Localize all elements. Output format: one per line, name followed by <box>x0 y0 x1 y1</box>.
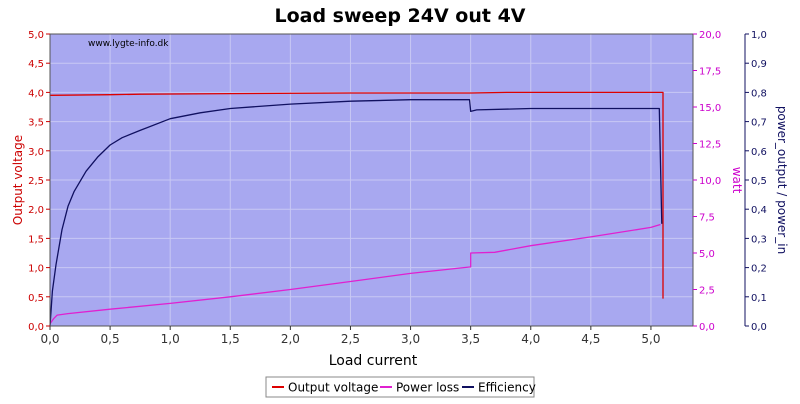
y-right1-tick-label: 7,5 <box>699 213 715 224</box>
y-right2-tick-label: 0,2 <box>751 264 767 275</box>
y-left-tick-label: 4,5 <box>28 59 44 70</box>
output-voltage-line <box>49 91 664 299</box>
x-tick-label: 3,5 <box>461 332 480 346</box>
y-right2-tick-label: 0,7 <box>751 118 767 129</box>
y-right2-tick-label: 0,5 <box>751 176 767 187</box>
y-left-tick-label: 4,0 <box>28 88 44 99</box>
legend: Output voltage Power loss Efficiency <box>265 376 536 398</box>
y-right1-tick-label: 20,0 <box>699 30 721 41</box>
x-tick-label: 4,5 <box>581 332 600 346</box>
y-left-tick-label: 2,0 <box>28 205 44 216</box>
x-axis-label: Load current <box>329 353 418 369</box>
y-right2-tick-label: 0,3 <box>751 234 767 245</box>
y-right2-axis-label: power_output / power_in <box>775 106 789 254</box>
x-tick-label: 5,0 <box>641 332 660 346</box>
y-left-tick-label: 3,5 <box>28 118 44 129</box>
x-tick-label: 1,5 <box>221 332 240 346</box>
y-left-tick-label: 1,0 <box>28 264 44 275</box>
legend-label-efficiency: Efficiency <box>478 381 536 395</box>
y-left-tick-label: 0,5 <box>28 293 44 304</box>
y-right1-tick-label: 17,5 <box>699 67 721 78</box>
y-right1-tick-label: 5,0 <box>699 249 715 260</box>
legend-label-power-loss: Power loss <box>396 381 459 395</box>
power-loss-line <box>49 223 661 325</box>
y-right1-tick-label: 0,0 <box>699 322 715 333</box>
y-right2-tick-label: 0,9 <box>751 59 767 70</box>
y-right2-tick-label: 0,1 <box>751 293 767 304</box>
x-tick-label: 4,0 <box>521 332 540 346</box>
y-right1-tick-label: 12,5 <box>699 140 721 151</box>
legend-box <box>265 376 535 398</box>
plot-area <box>49 33 693 327</box>
x-tick-label: 0,5 <box>101 332 120 346</box>
y-left-tick-label: 0,0 <box>28 322 44 333</box>
y-left-tick-label: 1,5 <box>28 234 44 245</box>
x-tick-label: 2,5 <box>341 332 360 346</box>
y-right1-axis-label: watt <box>730 167 744 194</box>
y-right2-tick-label: 1,0 <box>751 30 767 41</box>
y-left-tick-label: 5,0 <box>28 30 44 41</box>
watermark: www.lygte-info.dk <box>88 39 169 49</box>
legend-label-output-voltage: Output voltage <box>288 381 378 395</box>
y-right2-tick-label: 0,0 <box>751 322 767 333</box>
y-right1-tick-label: 2,5 <box>699 286 715 297</box>
y-left-tick-label: 2,5 <box>28 176 44 187</box>
x-tick-label: 2,0 <box>281 332 300 346</box>
x-tick-label: 1,0 <box>161 332 180 346</box>
y-right1-tick-label: 10,0 <box>699 176 721 187</box>
chart-title: Load sweep 24V out 4V <box>274 5 525 27</box>
y-right2-tick-label: 0,6 <box>751 147 767 158</box>
x-tick-label: 3,0 <box>401 332 420 346</box>
efficiency-line <box>49 99 663 327</box>
axes: 0,0 0,5 1,0 1,5 2,0 2,5 3,0 3,5 4,0 4,5 5,0 0,0 0,5 1… <box>28 30 767 346</box>
y-left-tick-label: 3,0 <box>28 147 44 158</box>
x-tick-label: 0,0 <box>40 332 59 346</box>
y-left-axis-label: Output voltage <box>11 135 25 225</box>
y-right2-tick-label: 0,8 <box>751 88 767 99</box>
y-right1-tick-label: 15,0 <box>699 103 721 114</box>
y-right2-tick-label: 0,4 <box>751 205 767 216</box>
